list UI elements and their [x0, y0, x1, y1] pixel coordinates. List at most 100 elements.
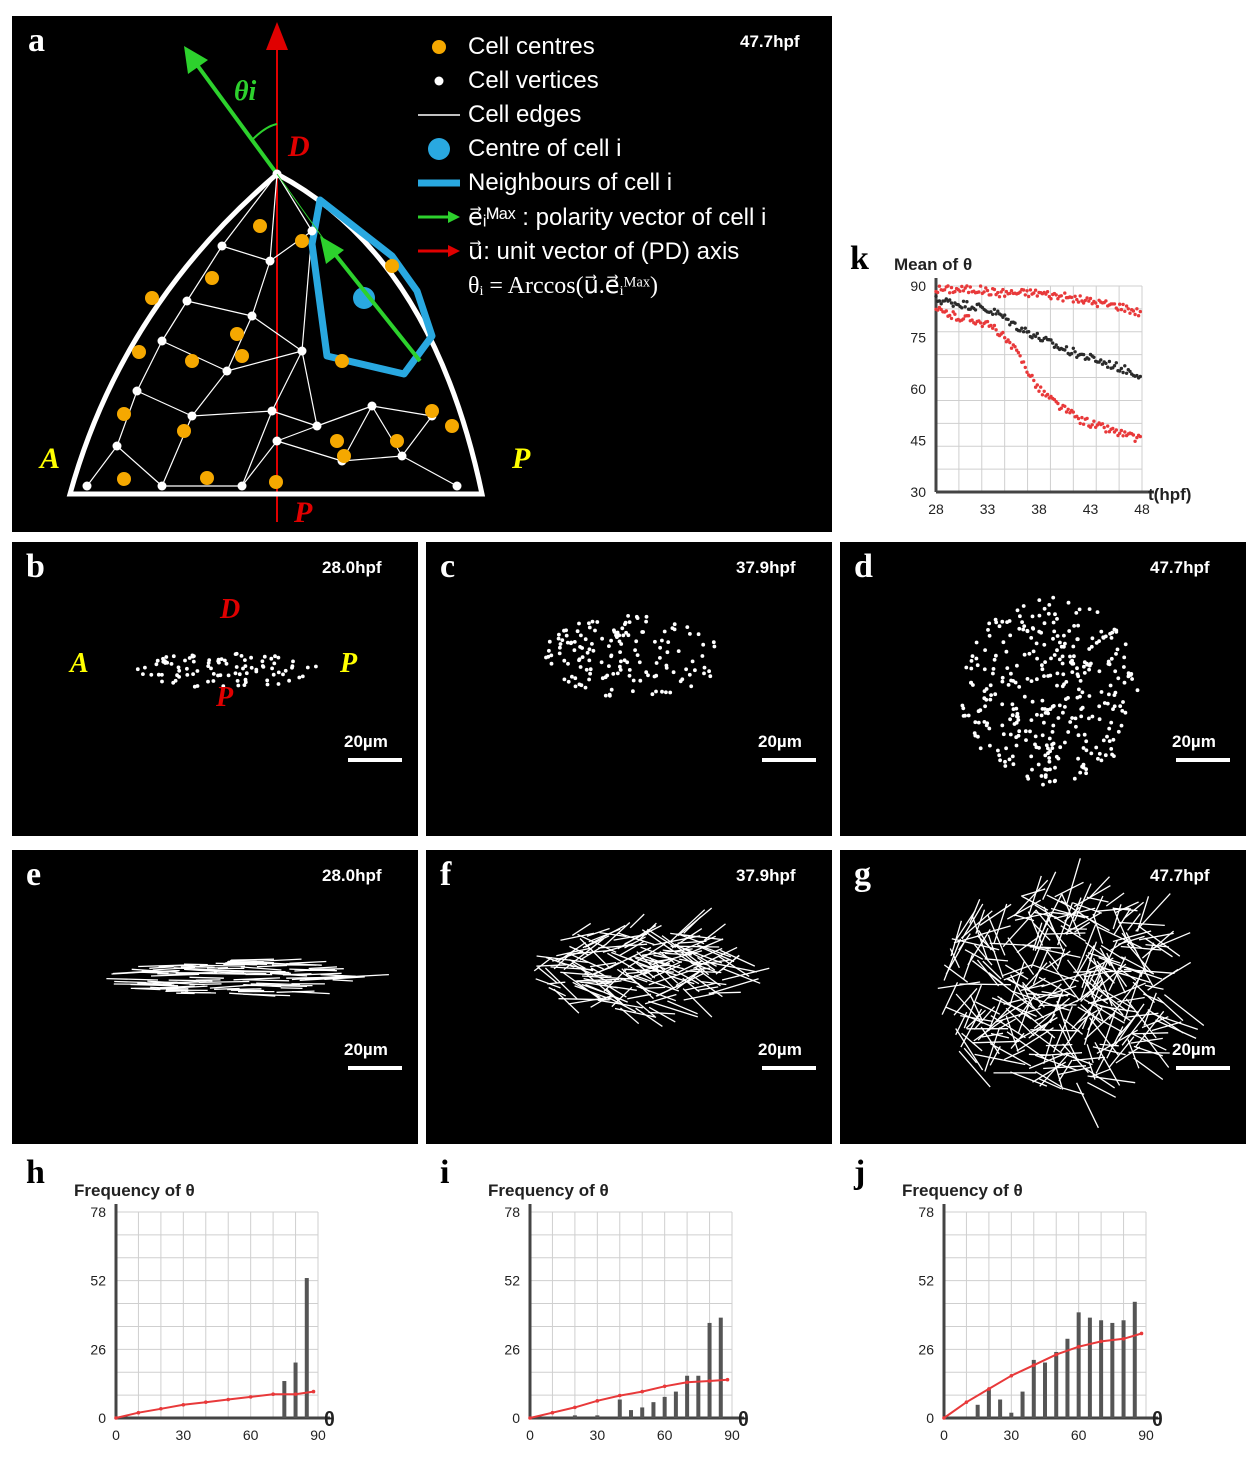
series-point [998, 295, 1001, 298]
series-point [1139, 435, 1142, 438]
cell-dot [1124, 711, 1128, 715]
polarity-segment [1072, 995, 1103, 1029]
histogram-bar [573, 1415, 577, 1418]
series-point [969, 285, 972, 288]
cell-dot [1017, 685, 1021, 689]
polarity-segment [955, 911, 975, 941]
cell-dot [684, 667, 688, 671]
cell-dot [1009, 672, 1013, 676]
cumulative-point [1054, 1353, 1058, 1357]
cell-dot [619, 668, 623, 672]
scale-bar [348, 1066, 402, 1070]
cell-vertex [238, 482, 247, 491]
cell-dot [217, 658, 221, 662]
cell-centre [253, 219, 267, 233]
series-point [1120, 429, 1123, 432]
cell-dot [703, 666, 707, 670]
series-point [1091, 423, 1094, 426]
cell-dot [976, 735, 980, 739]
cell-dot [963, 714, 967, 718]
cell-dot [987, 727, 991, 731]
series-point [1104, 299, 1107, 302]
cell-dot [701, 654, 705, 658]
cell-dot [584, 637, 588, 641]
cell-dot [1055, 684, 1059, 688]
cell-dot [564, 628, 568, 632]
cell-dot [1045, 743, 1049, 747]
cell-dot [587, 678, 591, 682]
cumulative-point [1140, 1332, 1144, 1336]
series-point [936, 291, 939, 294]
series-point [1041, 393, 1044, 396]
cell-dot [160, 680, 164, 684]
polarity-segment [994, 904, 1007, 944]
series-point [1020, 327, 1023, 330]
histogram-bar [1099, 1320, 1103, 1418]
polarity-segment [534, 958, 552, 971]
scale-bar [762, 758, 816, 762]
legend-item: Centre of cell i [468, 135, 621, 163]
scale-bar-label: 20µm [1172, 1040, 1216, 1060]
cell-vertex [398, 452, 407, 461]
polarity-segment [647, 929, 675, 947]
cell-centre [177, 424, 191, 438]
cell-dot [1091, 636, 1095, 640]
cell-dot [223, 659, 227, 663]
cell-dot [1100, 690, 1104, 694]
cell-dot [609, 639, 613, 643]
cumulative-point [1077, 1345, 1081, 1349]
cell-dot [636, 653, 640, 657]
series-point [1072, 347, 1075, 350]
cell-dot [984, 698, 988, 702]
legend-swatch-blue-dot [414, 134, 464, 164]
cell-dot [605, 674, 609, 678]
series-point [1080, 416, 1083, 419]
series-point [993, 288, 996, 291]
cell-dot [979, 746, 983, 750]
cell-dot [1076, 757, 1080, 761]
cell-edge [187, 301, 252, 316]
cell-dot [631, 689, 635, 693]
polarity-segment [1004, 1050, 1025, 1060]
cell-dot [573, 640, 577, 644]
cell-dot [1004, 746, 1008, 750]
cell-dot [1061, 711, 1065, 715]
cumulative-point [551, 1411, 555, 1415]
cell-dot [1043, 767, 1047, 771]
cell-dot [1051, 705, 1055, 709]
cell-dot [986, 628, 990, 632]
cell-dot [1026, 629, 1030, 633]
cell-dot [691, 660, 695, 664]
x-tick-label: 38 [1031, 501, 1047, 517]
series-point [1022, 288, 1025, 291]
histogram-bar [1133, 1302, 1137, 1418]
x-tick-label: 0 [112, 1427, 120, 1443]
cell-dot [227, 674, 231, 678]
cell-dot [1061, 684, 1065, 688]
cell-dot [1102, 739, 1106, 743]
cell-dot [994, 654, 998, 658]
cell-dot [658, 646, 662, 650]
cell-dot [1001, 680, 1005, 684]
cell-dot [1097, 639, 1101, 643]
cell-dot [610, 688, 614, 692]
cell-dot [547, 649, 551, 653]
cell-centre [132, 345, 146, 359]
cell-dot [595, 620, 599, 624]
cell-edge [272, 411, 317, 426]
x-axis-label: t(hpf) [1148, 485, 1191, 504]
series-point [967, 314, 970, 317]
cell-dot [562, 659, 566, 663]
cumulative-point [528, 1416, 532, 1420]
series-point [1063, 405, 1066, 408]
cell-dot [1110, 631, 1114, 635]
panel-label-e: e [26, 856, 41, 894]
cell-dot [1026, 777, 1030, 781]
cell-dot [149, 673, 153, 677]
series-point [1120, 367, 1123, 370]
series-point [979, 321, 982, 324]
x-tick-label: 60 [243, 1427, 259, 1443]
panel-d-time: 47.7hpf [1150, 558, 1210, 578]
